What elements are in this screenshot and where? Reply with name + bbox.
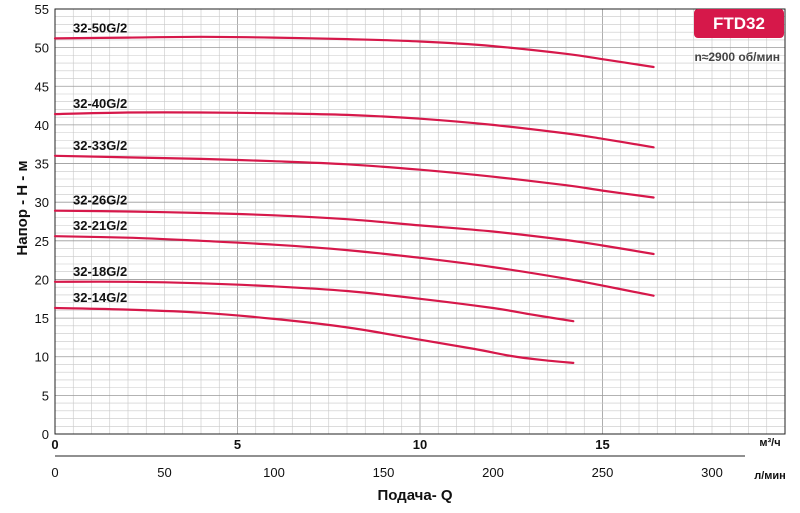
y-tick-label: 40: [35, 118, 49, 133]
x-axis-title: Подача- Q: [377, 487, 452, 504]
series-curve: [53, 209, 655, 256]
series-curves: [53, 35, 655, 364]
x-tick-label-secondary: 150: [373, 465, 395, 480]
x-tick-label-secondary: 200: [482, 465, 504, 480]
series-curve: [53, 154, 655, 199]
series-curve: [53, 111, 655, 149]
series-curve: [53, 35, 655, 69]
x-tick-labels-secondary: 0 50 100 150 200 250 300: [51, 465, 722, 480]
y-tick-label: 30: [35, 195, 49, 210]
speed-note: n≈2900 об/мин: [694, 50, 780, 64]
series-curve: [53, 280, 575, 323]
x-tick-label-primary: 10: [413, 437, 427, 452]
series-label: 32-40G/2: [73, 96, 127, 111]
x-tick-label-secondary: 100: [263, 465, 285, 480]
x-tick-label-primary: 0: [51, 437, 58, 452]
series-curve: [53, 235, 655, 297]
chart-title: FTD32: [713, 14, 765, 33]
x-tick-label-secondary: 50: [157, 465, 171, 480]
model-badge: [694, 9, 784, 38]
series-label: 32-14G/2: [73, 290, 127, 305]
y-tick-label: 35: [35, 157, 49, 172]
x-tick-label-primary: 5: [234, 437, 241, 452]
y-tick-label: 25: [35, 234, 49, 249]
x-tick-label-secondary: 250: [592, 465, 614, 480]
series-curve: [53, 306, 575, 364]
series-label: 32-50G/2: [73, 20, 127, 35]
grid-lines: [55, 9, 785, 434]
x-tick-label-secondary: 300: [701, 465, 723, 480]
series-label: 32-18G/2: [73, 264, 127, 279]
y-tick-label: 45: [35, 79, 49, 94]
x-tick-label-primary: 15: [595, 437, 609, 452]
plot-frame: [54, 8, 786, 435]
series-label: 32-33G/2: [73, 138, 127, 153]
y-axis-title: Напор - Н - м: [14, 160, 31, 255]
y-tick-label: 10: [35, 350, 49, 365]
series-label: 32-21G/2: [73, 218, 127, 233]
x-tick-label-secondary: 0: [51, 465, 58, 480]
y-tick-label: 55: [35, 2, 49, 17]
y-tick-label: 5: [42, 388, 49, 403]
x-unit-primary: м³/ч: [759, 437, 780, 449]
y-tick-label: 20: [35, 272, 49, 287]
y-tick-label: 50: [35, 41, 49, 56]
series-labels: 32-50G/2 32-40G/2 32-33G/2 32-26G/2 32-21G/2…: [73, 20, 127, 305]
y-tick-labels: 0 5 10 15 20 25 30 35 40 45 50 55: [35, 2, 49, 442]
y-tick-label: 0: [42, 427, 49, 442]
series-label: 32-26G/2: [73, 193, 127, 208]
x-unit-secondary: л/мин: [754, 470, 786, 482]
y-tick-label: 15: [35, 311, 49, 326]
x-tick-labels-primary: 0 5 10 15: [51, 437, 609, 452]
